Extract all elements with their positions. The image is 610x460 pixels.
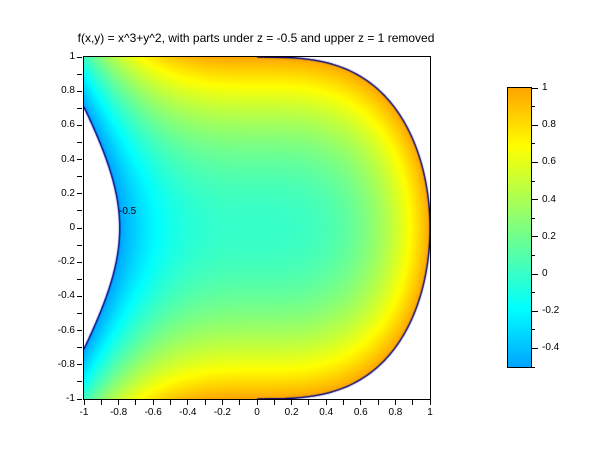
x-axis-tick bbox=[135, 400, 137, 405]
y-axis-tick bbox=[77, 210, 82, 212]
y-axis-tick bbox=[77, 73, 82, 75]
x-axis-tick bbox=[187, 400, 189, 405]
colorbar-tick bbox=[532, 87, 538, 89]
x-axis-tick bbox=[360, 400, 362, 405]
colorbar-tick bbox=[532, 161, 538, 163]
colorbar-tick bbox=[532, 273, 538, 275]
y-axis-tick-label: 0.4 bbox=[61, 153, 75, 165]
plot-title: f(x,y) = x^3+y^2, with parts under z = -… bbox=[77, 31, 435, 45]
y-axis-tick bbox=[77, 330, 82, 332]
x-axis-tick bbox=[291, 400, 293, 405]
y-axis-tick bbox=[77, 261, 82, 263]
colorbar-tick bbox=[532, 143, 535, 145]
plot-area bbox=[83, 56, 431, 400]
y-axis-tick bbox=[77, 295, 82, 297]
x-axis-tick bbox=[308, 400, 310, 405]
y-axis-tick bbox=[77, 159, 82, 161]
y-axis-tick bbox=[77, 227, 82, 229]
colorbar-tick bbox=[532, 310, 538, 312]
x-axis-tick bbox=[394, 400, 396, 405]
y-axis-tick-label: -0.2 bbox=[57, 256, 75, 268]
y-axis-tick-label: 1 bbox=[69, 51, 75, 62]
x-axis-tick bbox=[343, 400, 344, 405]
colorbar-tick-label: 0.4 bbox=[542, 193, 556, 205]
contour-label-neg05: -0.5 bbox=[119, 206, 137, 217]
x-axis-tick-label: 0.8 bbox=[388, 407, 403, 418]
y-axis-tick bbox=[77, 313, 82, 314]
x-axis-tick bbox=[429, 400, 431, 405]
y-axis-tick-label: -0.4 bbox=[57, 290, 75, 302]
x-axis-tick bbox=[221, 400, 223, 405]
y-axis-tick bbox=[77, 107, 82, 109]
colorbar-tick bbox=[532, 199, 538, 201]
y-axis-tick-label: -0.8 bbox=[57, 358, 75, 370]
x-axis-tick bbox=[170, 400, 171, 405]
heatmap-canvas bbox=[84, 57, 430, 399]
y-axis-tick bbox=[77, 364, 82, 366]
colorbar-tick-label: -0.4 bbox=[542, 342, 560, 354]
colorbar-tick bbox=[532, 106, 535, 108]
x-axis-tick bbox=[118, 400, 120, 405]
colorbar-tick-label: 0.8 bbox=[542, 119, 556, 131]
colorbar-tick bbox=[532, 124, 538, 126]
colorbar-tick-label: 0.2 bbox=[542, 230, 556, 242]
x-axis-tick bbox=[83, 400, 85, 405]
y-axis-tick bbox=[77, 381, 82, 383]
y-axis-tick bbox=[77, 124, 82, 126]
x-axis-tick-label: -0.6 bbox=[144, 407, 162, 418]
y-axis-tick-label: -0.6 bbox=[57, 324, 75, 336]
colorbar-tick bbox=[532, 236, 538, 238]
x-axis-tick bbox=[273, 400, 275, 405]
colorbar-tick bbox=[532, 347, 538, 349]
y-axis-tick-label: 0.2 bbox=[61, 187, 75, 199]
colorbar-tick bbox=[532, 366, 535, 368]
x-axis-tick-label: -0.2 bbox=[213, 407, 231, 418]
colorbar-tick bbox=[532, 217, 535, 219]
x-axis-tick bbox=[377, 400, 379, 405]
y-axis-tick bbox=[77, 90, 82, 92]
y-axis-tick bbox=[77, 193, 82, 195]
x-axis-tick bbox=[152, 400, 154, 405]
colorbar-tick-label: 0.6 bbox=[542, 156, 556, 168]
x-axis-tick-label: 0.2 bbox=[284, 407, 299, 418]
colorbar-canvas bbox=[508, 88, 531, 367]
x-axis-tick bbox=[100, 400, 102, 405]
x-axis-tick-label: -0.4 bbox=[179, 407, 197, 418]
colorbar-tick bbox=[532, 180, 535, 182]
colorbar-tick bbox=[532, 292, 535, 294]
colorbar-tick bbox=[532, 254, 535, 256]
y-axis-tick bbox=[77, 347, 82, 349]
y-axis-tick bbox=[77, 176, 82, 178]
x-axis-tick bbox=[239, 400, 241, 405]
y-axis-tick bbox=[77, 244, 82, 246]
y-axis-tick bbox=[77, 142, 82, 143]
y-axis-tick-label: 0.8 bbox=[61, 85, 75, 97]
x-axis-tick-label: 0.6 bbox=[353, 407, 368, 418]
y-axis-tick bbox=[77, 278, 82, 280]
colorbar-tick-label: 1 bbox=[542, 82, 548, 93]
y-axis-tick-label: 0 bbox=[69, 222, 75, 233]
y-axis-tick-label: 0.6 bbox=[61, 119, 75, 131]
x-axis-tick bbox=[325, 400, 327, 405]
x-axis-tick-label: 0 bbox=[254, 407, 260, 418]
x-axis-tick-label: 1 bbox=[427, 407, 433, 418]
colorbar-tick bbox=[532, 329, 535, 331]
y-axis-tick bbox=[77, 56, 82, 58]
x-axis-tick-label: 0.4 bbox=[319, 407, 334, 418]
x-axis-tick bbox=[412, 400, 414, 405]
x-axis-tick bbox=[256, 400, 258, 405]
colorbar bbox=[507, 87, 532, 368]
colorbar-tick-label: 0 bbox=[542, 268, 548, 279]
x-axis-tick bbox=[204, 400, 206, 405]
y-axis-tick-label: -1 bbox=[66, 393, 75, 404]
colorbar-tick-label: -0.2 bbox=[542, 305, 560, 317]
x-axis-tick-label: -0.8 bbox=[109, 407, 128, 418]
x-axis-tick-label: -1 bbox=[79, 407, 89, 418]
y-axis-tick bbox=[77, 398, 82, 400]
